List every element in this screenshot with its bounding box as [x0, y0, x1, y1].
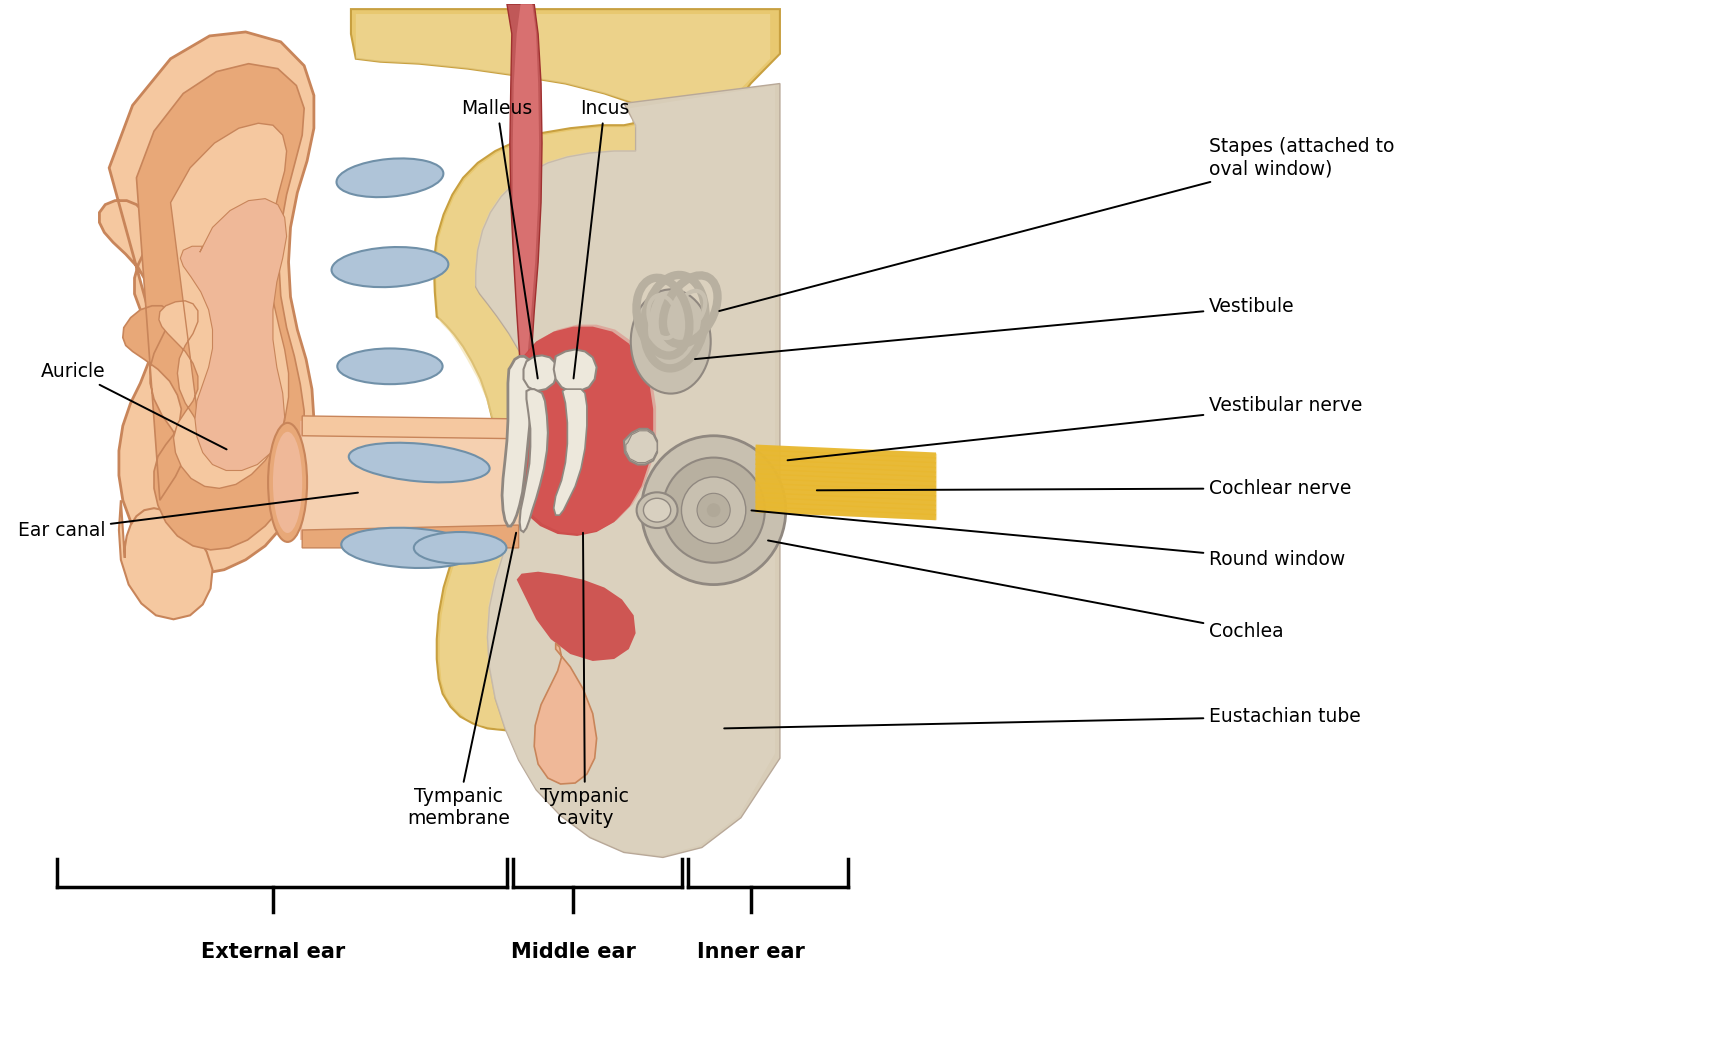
Polygon shape: [515, 324, 656, 534]
Ellipse shape: [632, 289, 711, 393]
Polygon shape: [516, 572, 635, 661]
Polygon shape: [181, 199, 287, 471]
Polygon shape: [119, 501, 212, 620]
Text: Ear canal: Ear canal: [17, 492, 358, 540]
Polygon shape: [554, 350, 597, 391]
Ellipse shape: [642, 436, 786, 585]
Polygon shape: [554, 389, 587, 516]
Polygon shape: [303, 416, 518, 439]
Polygon shape: [625, 428, 657, 465]
Polygon shape: [523, 355, 558, 391]
Text: Middle ear: Middle ear: [511, 942, 635, 962]
Polygon shape: [520, 389, 547, 532]
Text: Inner ear: Inner ear: [697, 942, 805, 962]
Text: Round window: Round window: [752, 510, 1346, 570]
Text: Stapes (attached to
oval window): Stapes (attached to oval window): [719, 137, 1394, 311]
Polygon shape: [511, 326, 654, 536]
Text: Auricle: Auricle: [41, 361, 227, 450]
Polygon shape: [122, 64, 305, 550]
Ellipse shape: [663, 457, 764, 562]
Text: Cochlear nerve: Cochlear nerve: [817, 478, 1351, 497]
Ellipse shape: [349, 443, 490, 483]
Polygon shape: [503, 356, 532, 526]
Polygon shape: [303, 525, 518, 547]
Polygon shape: [100, 32, 313, 574]
Text: Incus: Incus: [573, 99, 630, 378]
Ellipse shape: [337, 158, 444, 197]
Text: Eustachian tube: Eustachian tube: [725, 707, 1361, 728]
Polygon shape: [534, 643, 597, 784]
Ellipse shape: [413, 532, 506, 563]
Text: Malleus: Malleus: [461, 99, 537, 378]
Ellipse shape: [274, 432, 303, 533]
Ellipse shape: [697, 493, 730, 527]
Ellipse shape: [341, 527, 478, 568]
Polygon shape: [475, 84, 780, 858]
Polygon shape: [626, 431, 657, 462]
Text: Tympanic
membrane: Tympanic membrane: [406, 533, 516, 828]
Polygon shape: [351, 10, 780, 730]
Text: Tympanic
cavity: Tympanic cavity: [540, 533, 630, 828]
Polygon shape: [508, 4, 542, 416]
Polygon shape: [303, 436, 518, 530]
Ellipse shape: [707, 503, 721, 517]
Text: External ear: External ear: [201, 942, 346, 962]
Ellipse shape: [644, 499, 671, 522]
Polygon shape: [299, 421, 518, 540]
Text: Vestibular nerve: Vestibular nerve: [788, 396, 1363, 460]
Ellipse shape: [268, 423, 306, 542]
Text: Vestibule: Vestibule: [695, 298, 1294, 359]
Text: Cochlea: Cochlea: [768, 540, 1284, 641]
Ellipse shape: [637, 492, 678, 528]
Polygon shape: [475, 85, 774, 856]
Ellipse shape: [682, 477, 745, 543]
Ellipse shape: [337, 349, 442, 384]
Ellipse shape: [332, 247, 449, 287]
Polygon shape: [158, 123, 289, 488]
Polygon shape: [513, 4, 539, 416]
Polygon shape: [356, 14, 771, 728]
